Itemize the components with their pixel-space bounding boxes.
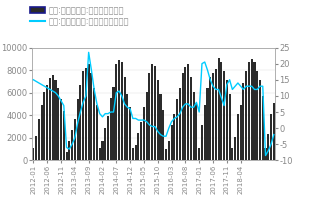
Bar	[273, 103, 275, 160]
Bar	[237, 114, 239, 160]
Bar	[110, 98, 112, 160]
Bar	[176, 99, 178, 160]
Bar	[196, 103, 197, 160]
Bar	[265, 148, 267, 160]
Bar	[115, 65, 117, 160]
Bar	[104, 128, 106, 160]
Bar	[187, 65, 189, 160]
Bar	[190, 77, 192, 160]
Bar	[35, 136, 37, 160]
Bar	[218, 58, 220, 160]
Bar	[99, 148, 101, 160]
Bar	[118, 60, 120, 160]
Bar	[148, 73, 150, 160]
Bar	[212, 73, 214, 160]
Legend: 产量:家用电冰箏:累计値（左轴）, 产量:家用电冰箏:累计同比（右轴）: 产量:家用电冰箏:累计値（左轴）, 产量:家用电冰箏:累计同比（右轴）	[30, 6, 129, 26]
Bar	[93, 88, 95, 160]
Bar	[66, 152, 68, 160]
Bar	[38, 119, 40, 160]
Bar	[52, 75, 54, 160]
Bar	[234, 137, 236, 160]
Bar	[251, 59, 253, 160]
Bar	[49, 78, 51, 160]
Bar	[79, 85, 81, 160]
Bar	[159, 94, 162, 160]
Bar	[140, 122, 142, 160]
Bar	[201, 125, 203, 160]
Bar	[146, 91, 148, 160]
Bar	[162, 110, 164, 160]
Bar	[253, 62, 255, 160]
Bar	[248, 62, 250, 160]
Bar	[137, 133, 140, 160]
Bar	[60, 99, 62, 160]
Bar	[85, 68, 87, 160]
Bar	[90, 73, 92, 160]
Bar	[154, 66, 156, 160]
Bar	[157, 80, 159, 160]
Bar	[179, 88, 181, 160]
Bar	[228, 94, 231, 160]
Bar	[245, 71, 247, 160]
Bar	[226, 80, 228, 160]
Bar	[126, 94, 128, 160]
Bar	[204, 105, 206, 160]
Bar	[259, 80, 261, 160]
Bar	[132, 148, 134, 160]
Bar	[57, 88, 59, 160]
Bar	[76, 99, 79, 160]
Bar	[181, 73, 184, 160]
Bar	[231, 148, 233, 160]
Bar	[124, 77, 126, 160]
Bar	[173, 114, 175, 160]
Bar	[209, 77, 211, 160]
Bar	[171, 125, 172, 160]
Bar	[41, 105, 43, 160]
Bar	[151, 65, 153, 160]
Bar	[88, 65, 90, 160]
Bar	[165, 149, 167, 160]
Bar	[143, 107, 145, 160]
Bar	[63, 111, 65, 160]
Bar	[184, 67, 187, 160]
Bar	[113, 87, 115, 160]
Bar	[46, 85, 48, 160]
Bar	[267, 134, 269, 160]
Bar	[215, 69, 217, 160]
Bar	[168, 141, 170, 160]
Bar	[240, 105, 242, 160]
Bar	[121, 62, 123, 160]
Bar	[68, 141, 70, 160]
Bar	[193, 91, 195, 160]
Bar	[220, 62, 222, 160]
Bar	[101, 141, 103, 160]
Bar	[223, 71, 225, 160]
Bar	[198, 148, 200, 160]
Bar	[129, 107, 131, 160]
Bar	[262, 96, 264, 160]
Bar	[256, 71, 258, 160]
Bar	[96, 105, 98, 160]
Bar	[44, 91, 45, 160]
Bar	[54, 80, 57, 160]
Bar	[82, 71, 84, 160]
Bar	[71, 130, 73, 160]
Bar	[270, 114, 272, 160]
Bar	[206, 88, 209, 160]
Bar	[242, 83, 244, 160]
Bar	[32, 148, 35, 160]
Bar	[74, 119, 76, 160]
Bar	[135, 145, 137, 160]
Bar	[107, 116, 109, 160]
